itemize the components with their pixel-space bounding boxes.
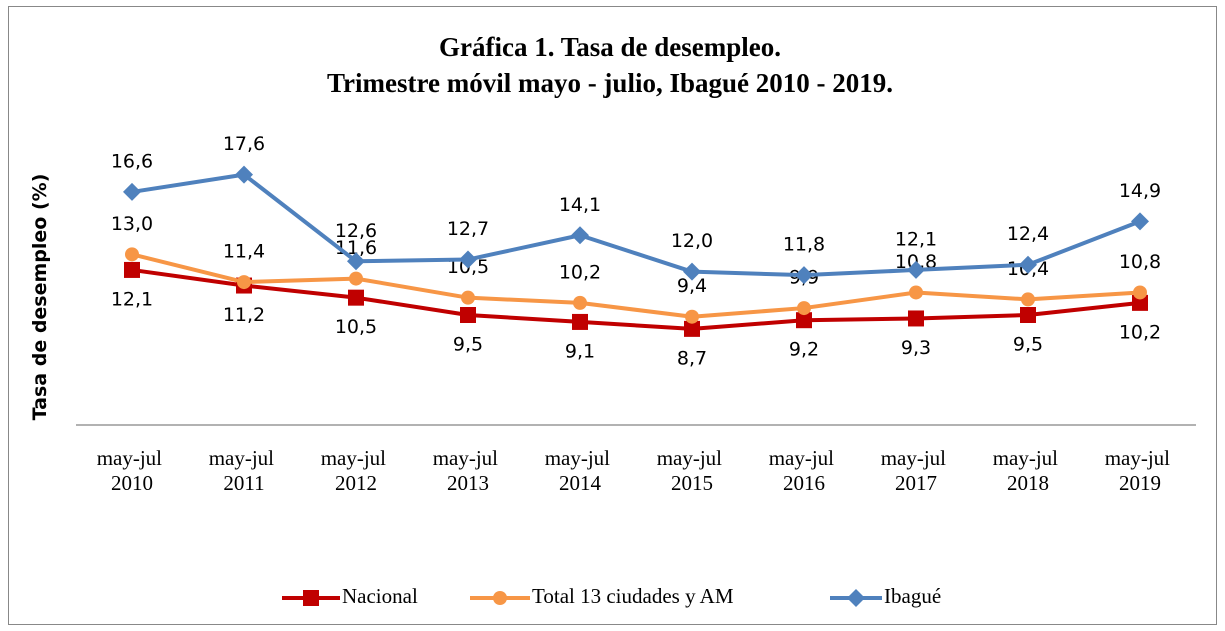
data-label: 10,5 (335, 316, 377, 338)
marker (683, 262, 701, 281)
chart-subtitle: Trimestre móvil mayo - julio, Ibagué 201… (327, 68, 893, 98)
y-axis-label: Tasa de desempleo (%) (29, 174, 51, 421)
marker (235, 165, 253, 184)
series-line (131, 252, 1141, 319)
x-tick-label: may-jul 2019 (1105, 446, 1176, 495)
x-tick-label: may-jul 2014 (545, 446, 616, 495)
legend-label: Ibagué (884, 584, 941, 608)
marker (461, 290, 475, 305)
chart-title: Gráfica 1. Tasa de desempleo. (439, 32, 781, 62)
data-label: 10,2 (1119, 321, 1161, 343)
marker (123, 182, 141, 201)
marker (349, 271, 363, 286)
marker (459, 250, 477, 269)
data-label: 9,3 (901, 337, 931, 359)
marker (796, 312, 812, 329)
data-label: 9,4 (677, 275, 707, 297)
legend-item: Ibagué (830, 584, 941, 608)
x-tick-label: may-jul 2011 (209, 446, 280, 495)
data-label: 12,1 (111, 288, 153, 310)
x-tick-label: may-jul 2017 (881, 446, 952, 495)
marker (797, 301, 811, 316)
legend-label: Nacional (342, 584, 418, 608)
marker (347, 252, 365, 271)
data-label: 10,8 (1119, 251, 1161, 273)
series-line (131, 172, 1141, 278)
legend-label: Total 13 ciudades y AM (532, 584, 734, 608)
data-label: 8,7 (677, 347, 707, 369)
legend-marker (493, 591, 507, 605)
legend-marker (847, 589, 865, 607)
x-tick-label: may-jul 2012 (321, 446, 392, 495)
marker (1133, 285, 1147, 300)
marker (573, 295, 587, 310)
legend-marker (303, 590, 319, 606)
marker (908, 310, 924, 327)
legend-item: Nacional (282, 584, 418, 608)
data-label: 12,4 (1007, 223, 1049, 245)
marker (125, 247, 139, 262)
data-label: 13,0 (111, 213, 153, 235)
legend-item: Total 13 ciudades y AM (470, 584, 734, 608)
marker (1131, 212, 1149, 231)
marker (909, 285, 923, 300)
marker (348, 289, 364, 306)
data-label: 12,1 (895, 228, 937, 250)
data-label: 9,5 (1013, 334, 1043, 356)
data-label: 10,2 (559, 261, 601, 283)
marker (572, 313, 588, 330)
marker (1019, 255, 1037, 274)
data-label: 12,0 (671, 230, 713, 252)
marker (685, 309, 699, 324)
marker (907, 260, 925, 279)
data-label: 16,6 (111, 150, 153, 172)
x-tick-label: may-jul 2016 (769, 446, 840, 495)
data-label: 9,5 (453, 334, 483, 356)
marker (237, 275, 251, 290)
data-label: 11,2 (223, 304, 265, 326)
marker (1021, 292, 1035, 307)
marker (1020, 307, 1036, 323)
marker (1132, 294, 1148, 311)
data-label: 14,1 (559, 194, 601, 216)
x-tick-label: may-jul 2015 (657, 446, 728, 495)
data-label: 12,7 (447, 218, 489, 240)
data-label: 11,8 (783, 234, 825, 256)
data-label: 9,2 (789, 339, 819, 361)
x-tick-label: may-jul 2010 (97, 446, 168, 495)
marker (571, 226, 589, 245)
data-label: 12,6 (335, 220, 377, 242)
marker (795, 266, 813, 285)
x-tick-label: may-jul 2013 (433, 446, 504, 495)
marker (124, 261, 140, 278)
marker (684, 320, 700, 337)
data-label: 17,6 (223, 133, 265, 155)
data-label: 14,9 (1119, 180, 1161, 202)
x-tick-label: may-jul 2018 (993, 446, 1064, 495)
series-line (131, 267, 1141, 331)
data-label: 11,4 (223, 241, 265, 263)
data-label: 9,1 (565, 340, 595, 362)
marker (460, 307, 476, 323)
